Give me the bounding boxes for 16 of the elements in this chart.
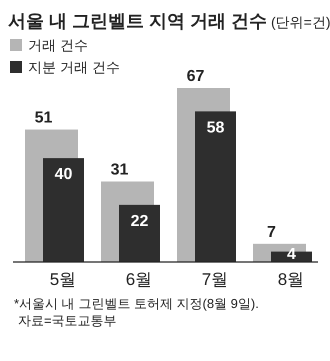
legend-label: 거래 건수 bbox=[28, 37, 88, 53]
data-label: 58 bbox=[206, 119, 224, 136]
data-label: 7 bbox=[267, 224, 276, 241]
x-tick-label: 5월 bbox=[50, 270, 76, 289]
text: *서울시 내 그린벨트 토허제 지정(8월 9일). bbox=[14, 296, 259, 311]
data-label: 22 bbox=[130, 212, 148, 230]
x-tick-label: 7월 bbox=[202, 270, 228, 289]
title: 서울 내 그린벨트 지역 거래 건수 (단위=건) bbox=[8, 11, 330, 31]
data-label: 40 bbox=[54, 166, 72, 184]
text: 자료=국토교통부 bbox=[18, 313, 117, 328]
data-label: 51 bbox=[34, 110, 52, 127]
x-tick-label: 8월 bbox=[278, 270, 304, 289]
x-tick-label: 6월 bbox=[126, 270, 152, 289]
legend-label: 지분 거래 건수 bbox=[28, 59, 120, 75]
data-label: 31 bbox=[110, 161, 128, 178]
data-label: 67 bbox=[186, 68, 204, 85]
